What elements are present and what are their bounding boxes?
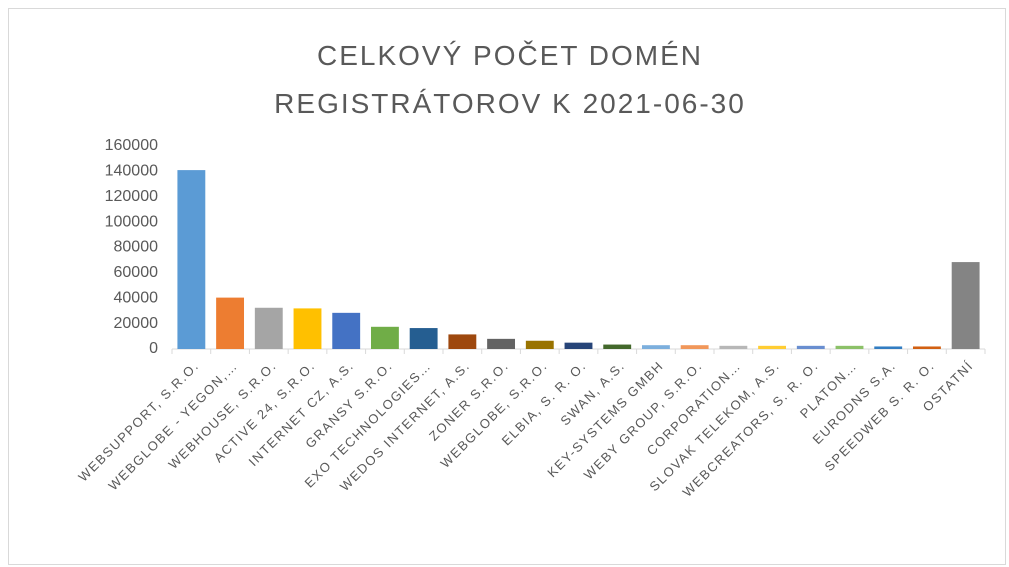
bar (409, 328, 438, 349)
bar (448, 334, 477, 349)
bar (951, 262, 980, 349)
y-tick-label: 120000 (105, 188, 158, 205)
bar (177, 170, 206, 349)
bar (835, 345, 864, 349)
chart-title: CELKOVÝ POČET DOMÉN REGISTRÁTOROV K 2021… (274, 40, 746, 119)
bar (874, 346, 903, 349)
bar (719, 345, 748, 349)
bar (603, 344, 632, 349)
bar (564, 342, 593, 349)
y-tick-label: 80000 (114, 239, 159, 256)
bar (254, 307, 283, 349)
chart-frame (8, 8, 1006, 565)
bar (370, 326, 399, 349)
bar (525, 340, 554, 349)
bar (332, 312, 361, 349)
y-tick-label: 40000 (114, 289, 159, 306)
bar (680, 345, 709, 349)
bar (216, 297, 245, 349)
bar (293, 308, 322, 349)
bar (641, 345, 670, 349)
y-tick-label: 100000 (105, 213, 158, 230)
bar (487, 338, 516, 349)
y-tick-label: 0 (149, 340, 158, 357)
y-tick-label: 60000 (114, 264, 159, 281)
y-tick-label: 20000 (114, 315, 159, 332)
bar (758, 345, 787, 349)
bar (796, 345, 825, 349)
y-tick-label: 140000 (105, 163, 158, 180)
bar (912, 346, 941, 349)
y-tick-label: 160000 (105, 137, 158, 154)
